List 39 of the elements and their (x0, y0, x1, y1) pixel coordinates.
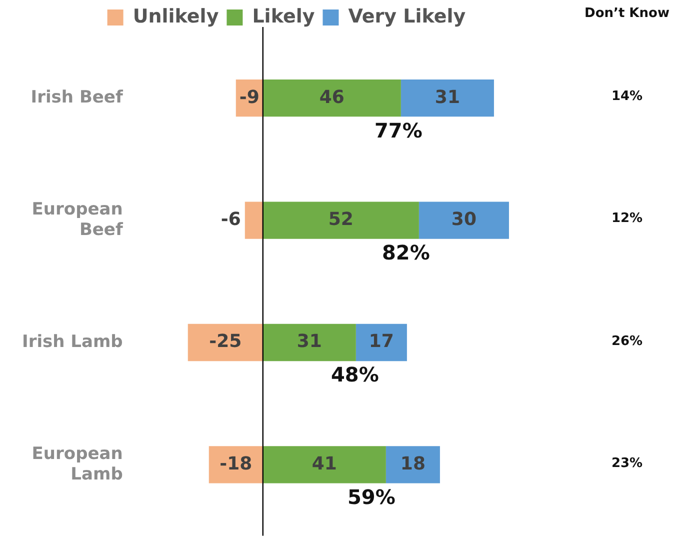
bar (188, 324, 263, 362)
annotation: 77% (374, 118, 422, 142)
bar (262, 202, 419, 239)
data-label: -25 (209, 331, 242, 352)
bar (356, 324, 407, 362)
data-label: 41 (312, 453, 337, 474)
y-tick-label: European Beef (32, 200, 124, 240)
bar (208, 446, 263, 484)
text: Don’t Know (584, 6, 670, 21)
legend-label: Likely (252, 5, 316, 28)
data-label: 46 (319, 86, 344, 108)
y-tick-label: Irish Beef (30, 88, 124, 108)
data-label: 31 (434, 86, 460, 108)
data-label: 18 (400, 453, 426, 474)
y-tick-label: Irish Lamb (22, 332, 123, 352)
bar (244, 202, 263, 239)
y-tick-label: European Lamb (32, 444, 123, 484)
legend-label: Unlikely (132, 5, 220, 28)
bar (386, 446, 440, 484)
text: 12% (610, 211, 644, 226)
annotation: 82% (382, 240, 430, 265)
data-label: 52 (328, 208, 354, 230)
data-label: 30 (451, 208, 476, 230)
data-label: -6 (220, 208, 241, 230)
bar (400, 80, 494, 117)
bar (262, 80, 401, 117)
text: 26% (610, 334, 644, 348)
text: 23% (610, 456, 644, 471)
text: 14% (610, 89, 644, 104)
annotation: 59% (347, 484, 396, 509)
bar (418, 202, 509, 239)
data-label: 31 (296, 331, 322, 352)
data-label: -18 (220, 453, 252, 474)
legend-label: Very Likely (348, 5, 466, 28)
bar (262, 324, 356, 362)
bar (262, 446, 386, 484)
data-label: 17 (368, 331, 394, 352)
annotation: 48% (330, 362, 379, 387)
data-label: -9 (239, 86, 260, 108)
